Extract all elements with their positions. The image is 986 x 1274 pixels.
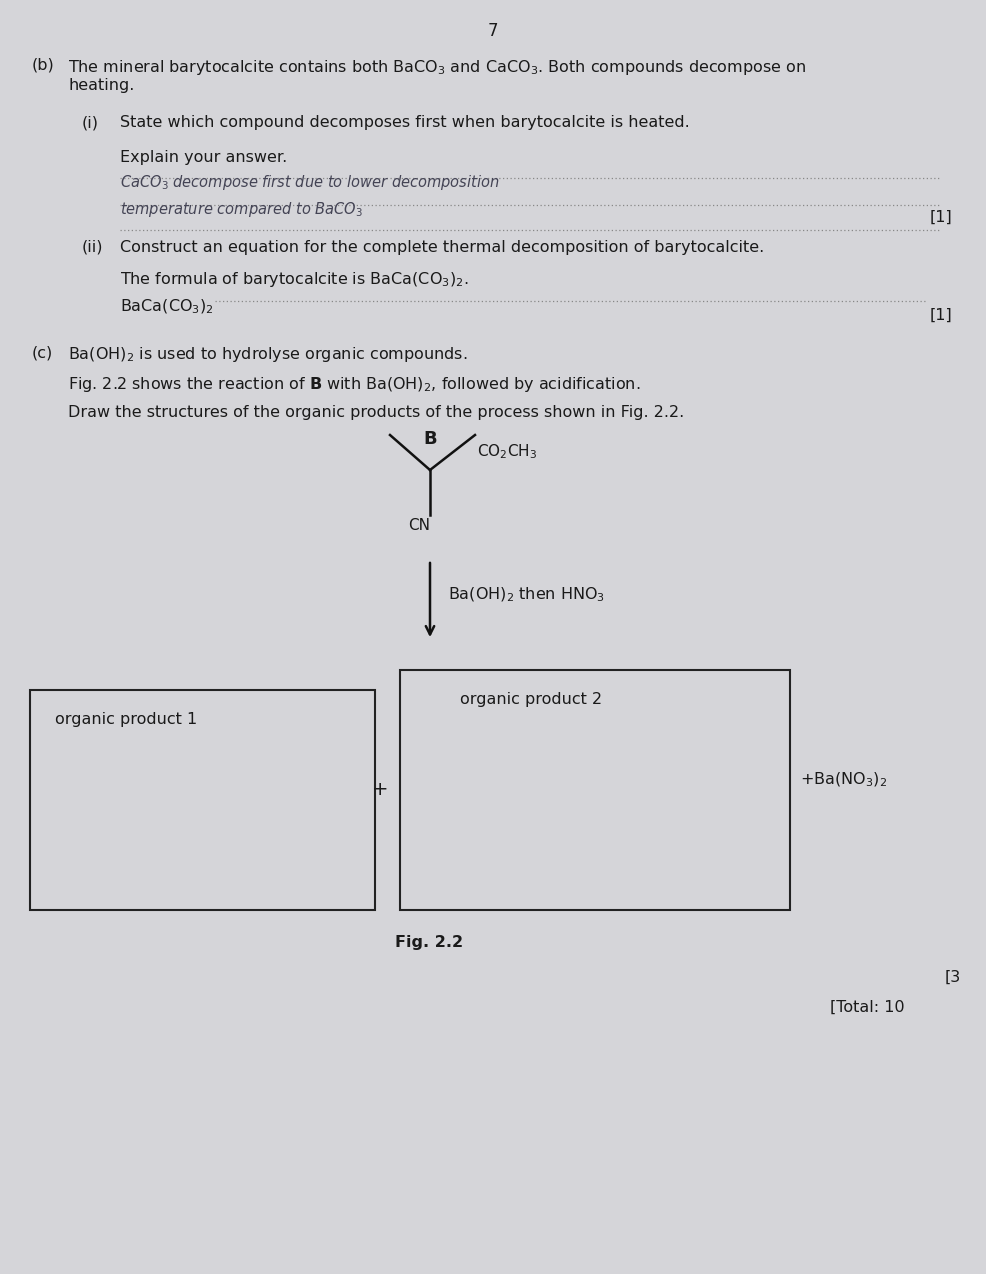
Text: [1]: [1] [930,308,952,324]
Text: State which compound decomposes first when barytocalcite is heated.: State which compound decomposes first wh… [120,115,690,130]
Text: (b): (b) [32,59,55,73]
Text: +Ba(NO$_3$)$_2$: +Ba(NO$_3$)$_2$ [800,771,887,789]
Text: +: + [372,780,388,799]
Text: (i): (i) [82,115,99,130]
Text: [3: [3 [945,970,961,985]
Text: 7: 7 [488,22,498,39]
Text: Fig. 2.2 shows the reaction of $\bf{B}$ with Ba(OH)$_2$, followed by acidificati: Fig. 2.2 shows the reaction of $\bf{B}$ … [68,375,641,394]
Text: organic product 1: organic product 1 [55,712,197,727]
Text: The formula of barytocalcite is BaCa(CO$_3$)$_2$.: The formula of barytocalcite is BaCa(CO$… [120,270,468,289]
Text: BaCa(CO$_3$)$_2$: BaCa(CO$_3$)$_2$ [120,298,214,316]
Bar [400,670,790,910]
Text: B: B [423,431,437,448]
Text: Fig. 2.2: Fig. 2.2 [395,935,463,950]
Text: CN: CN [408,519,430,533]
Text: CO$_2$CH$_3$: CO$_2$CH$_3$ [477,442,537,461]
Text: heating.: heating. [68,78,134,93]
Text: Explain your answer.: Explain your answer. [120,150,287,166]
Text: The mineral barytocalcite contains both BaCO$_3$ and CaCO$_3$. Both compounds de: The mineral barytocalcite contains both … [68,59,807,76]
Text: CaCO$_3$ decompose first due to lower decomposition: CaCO$_3$ decompose first due to lower de… [120,173,500,192]
Text: Construct an equation for the complete thermal decomposition of barytocalcite.: Construct an equation for the complete t… [120,240,764,255]
Text: Draw the structures of the organic products of the process shown in Fig. 2.2.: Draw the structures of the organic produ… [68,405,684,420]
Text: [Total: 10: [Total: 10 [830,1000,904,1015]
Text: Ba(OH)$_2$ then HNO$_3$: Ba(OH)$_2$ then HNO$_3$ [448,586,605,604]
Text: (c): (c) [32,345,53,361]
Text: (ii): (ii) [82,240,104,255]
Text: temperature compared to BaCO$_3$: temperature compared to BaCO$_3$ [120,200,363,219]
Bar [30,691,375,910]
Text: organic product 2: organic product 2 [460,692,602,707]
Text: [1]: [1] [930,210,952,225]
Text: Ba(OH)$_2$ is used to hydrolyse organic compounds.: Ba(OH)$_2$ is used to hydrolyse organic … [68,345,467,364]
